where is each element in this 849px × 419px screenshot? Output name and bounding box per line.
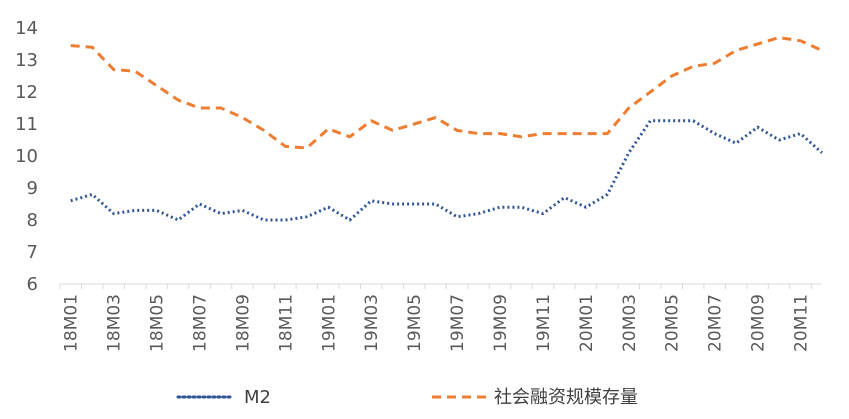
x-tick-label: 18M07 <box>191 294 211 352</box>
x-axis: 18M01 18M03 18M05 18M07 18M09 18M11 19M01 19M03… <box>59 283 822 352</box>
legend-item-social-financing: 社会融资规模存量 <box>432 387 638 408</box>
x-tick-label: 19M09 <box>491 294 511 352</box>
x-tick-label: 19M07 <box>448 294 468 352</box>
x-tick-label: 18M03 <box>105 294 125 352</box>
y-tick-label: 13 <box>15 50 38 71</box>
legend-label-m2: M2 <box>244 387 271 408</box>
x-tick-label: 18M05 <box>148 294 168 352</box>
x-tick-label: 18M09 <box>233 294 253 352</box>
x-tick-label: 19M01 <box>319 294 339 352</box>
x-tick-label: 20M09 <box>749 294 769 352</box>
x-tick-label: 20M03 <box>620 294 640 352</box>
y-tick-label: 10 <box>15 146 38 167</box>
y-tick-label: 6 <box>27 274 38 295</box>
legend-item-m2: M2 <box>176 387 271 408</box>
y-tick-label: 14 <box>15 18 38 39</box>
x-tick-label: 20M05 <box>663 294 683 352</box>
series-layer <box>70 36 823 222</box>
y-tick-label: 8 <box>27 210 38 231</box>
series-line-m2 <box>70 119 823 222</box>
series-line-social-financing <box>70 36 823 150</box>
x-tick-label: 18M11 <box>276 294 296 352</box>
x-tick-label: 18M01 <box>62 294 82 352</box>
x-tick-label: 20M07 <box>706 294 726 352</box>
y-axis-labels: 6 7 8 9 10 11 12 13 14 <box>15 18 38 295</box>
x-tick-label: 20M01 <box>577 294 597 352</box>
x-tick-label: 19M03 <box>362 294 382 352</box>
y-tick-label: 9 <box>27 178 38 199</box>
x-tick-label: 19M11 <box>534 294 554 352</box>
x-tick-label: 19M05 <box>405 294 425 352</box>
y-tick-label: 12 <box>15 82 38 103</box>
legend-label-social-financing: 社会融资规模存量 <box>494 387 638 408</box>
y-tick-label: 7 <box>27 242 38 263</box>
x-tick-label: 20M11 <box>792 294 812 352</box>
legend: M2 社会融资规模存量 <box>176 387 638 408</box>
y-tick-label: 11 <box>15 114 38 135</box>
